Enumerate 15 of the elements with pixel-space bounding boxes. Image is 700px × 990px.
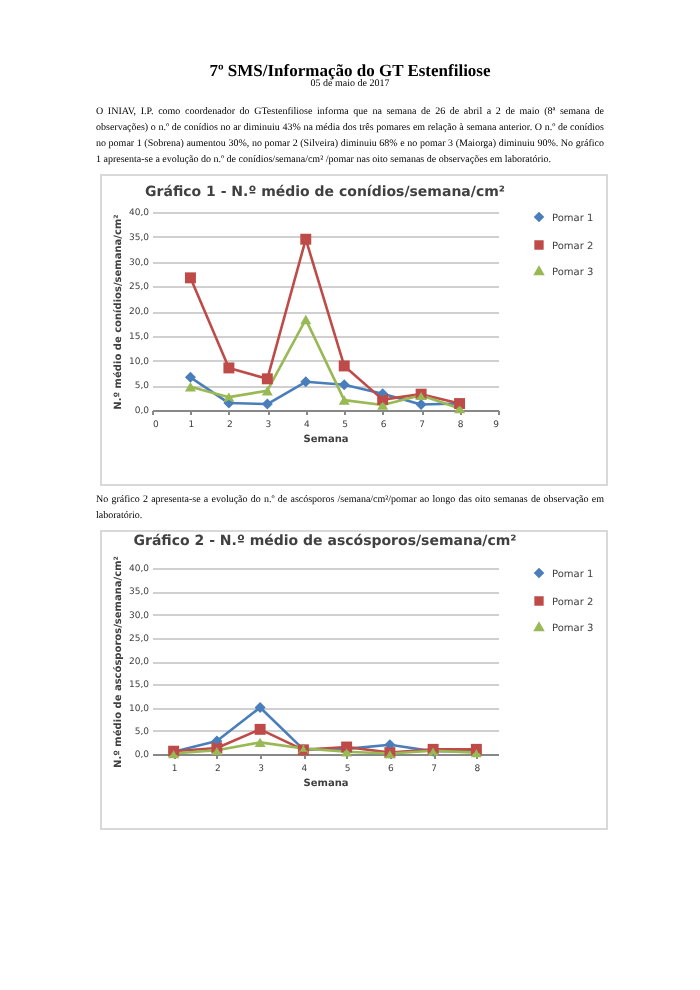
- point: [254, 737, 266, 748]
- point: [415, 399, 427, 411]
- point: [338, 379, 350, 391]
- point: [223, 362, 235, 374]
- point: [254, 702, 266, 713]
- point: [261, 373, 273, 385]
- point: [300, 233, 312, 245]
- point: [338, 360, 350, 372]
- point: [300, 314, 312, 325]
- point: [184, 272, 196, 284]
- point: [300, 376, 312, 388]
- point: [261, 385, 273, 396]
- point: [184, 381, 196, 392]
- text: 7º SMS/Informação do GT Estenfiliose: [207, 60, 493, 80]
- point: [254, 723, 266, 735]
